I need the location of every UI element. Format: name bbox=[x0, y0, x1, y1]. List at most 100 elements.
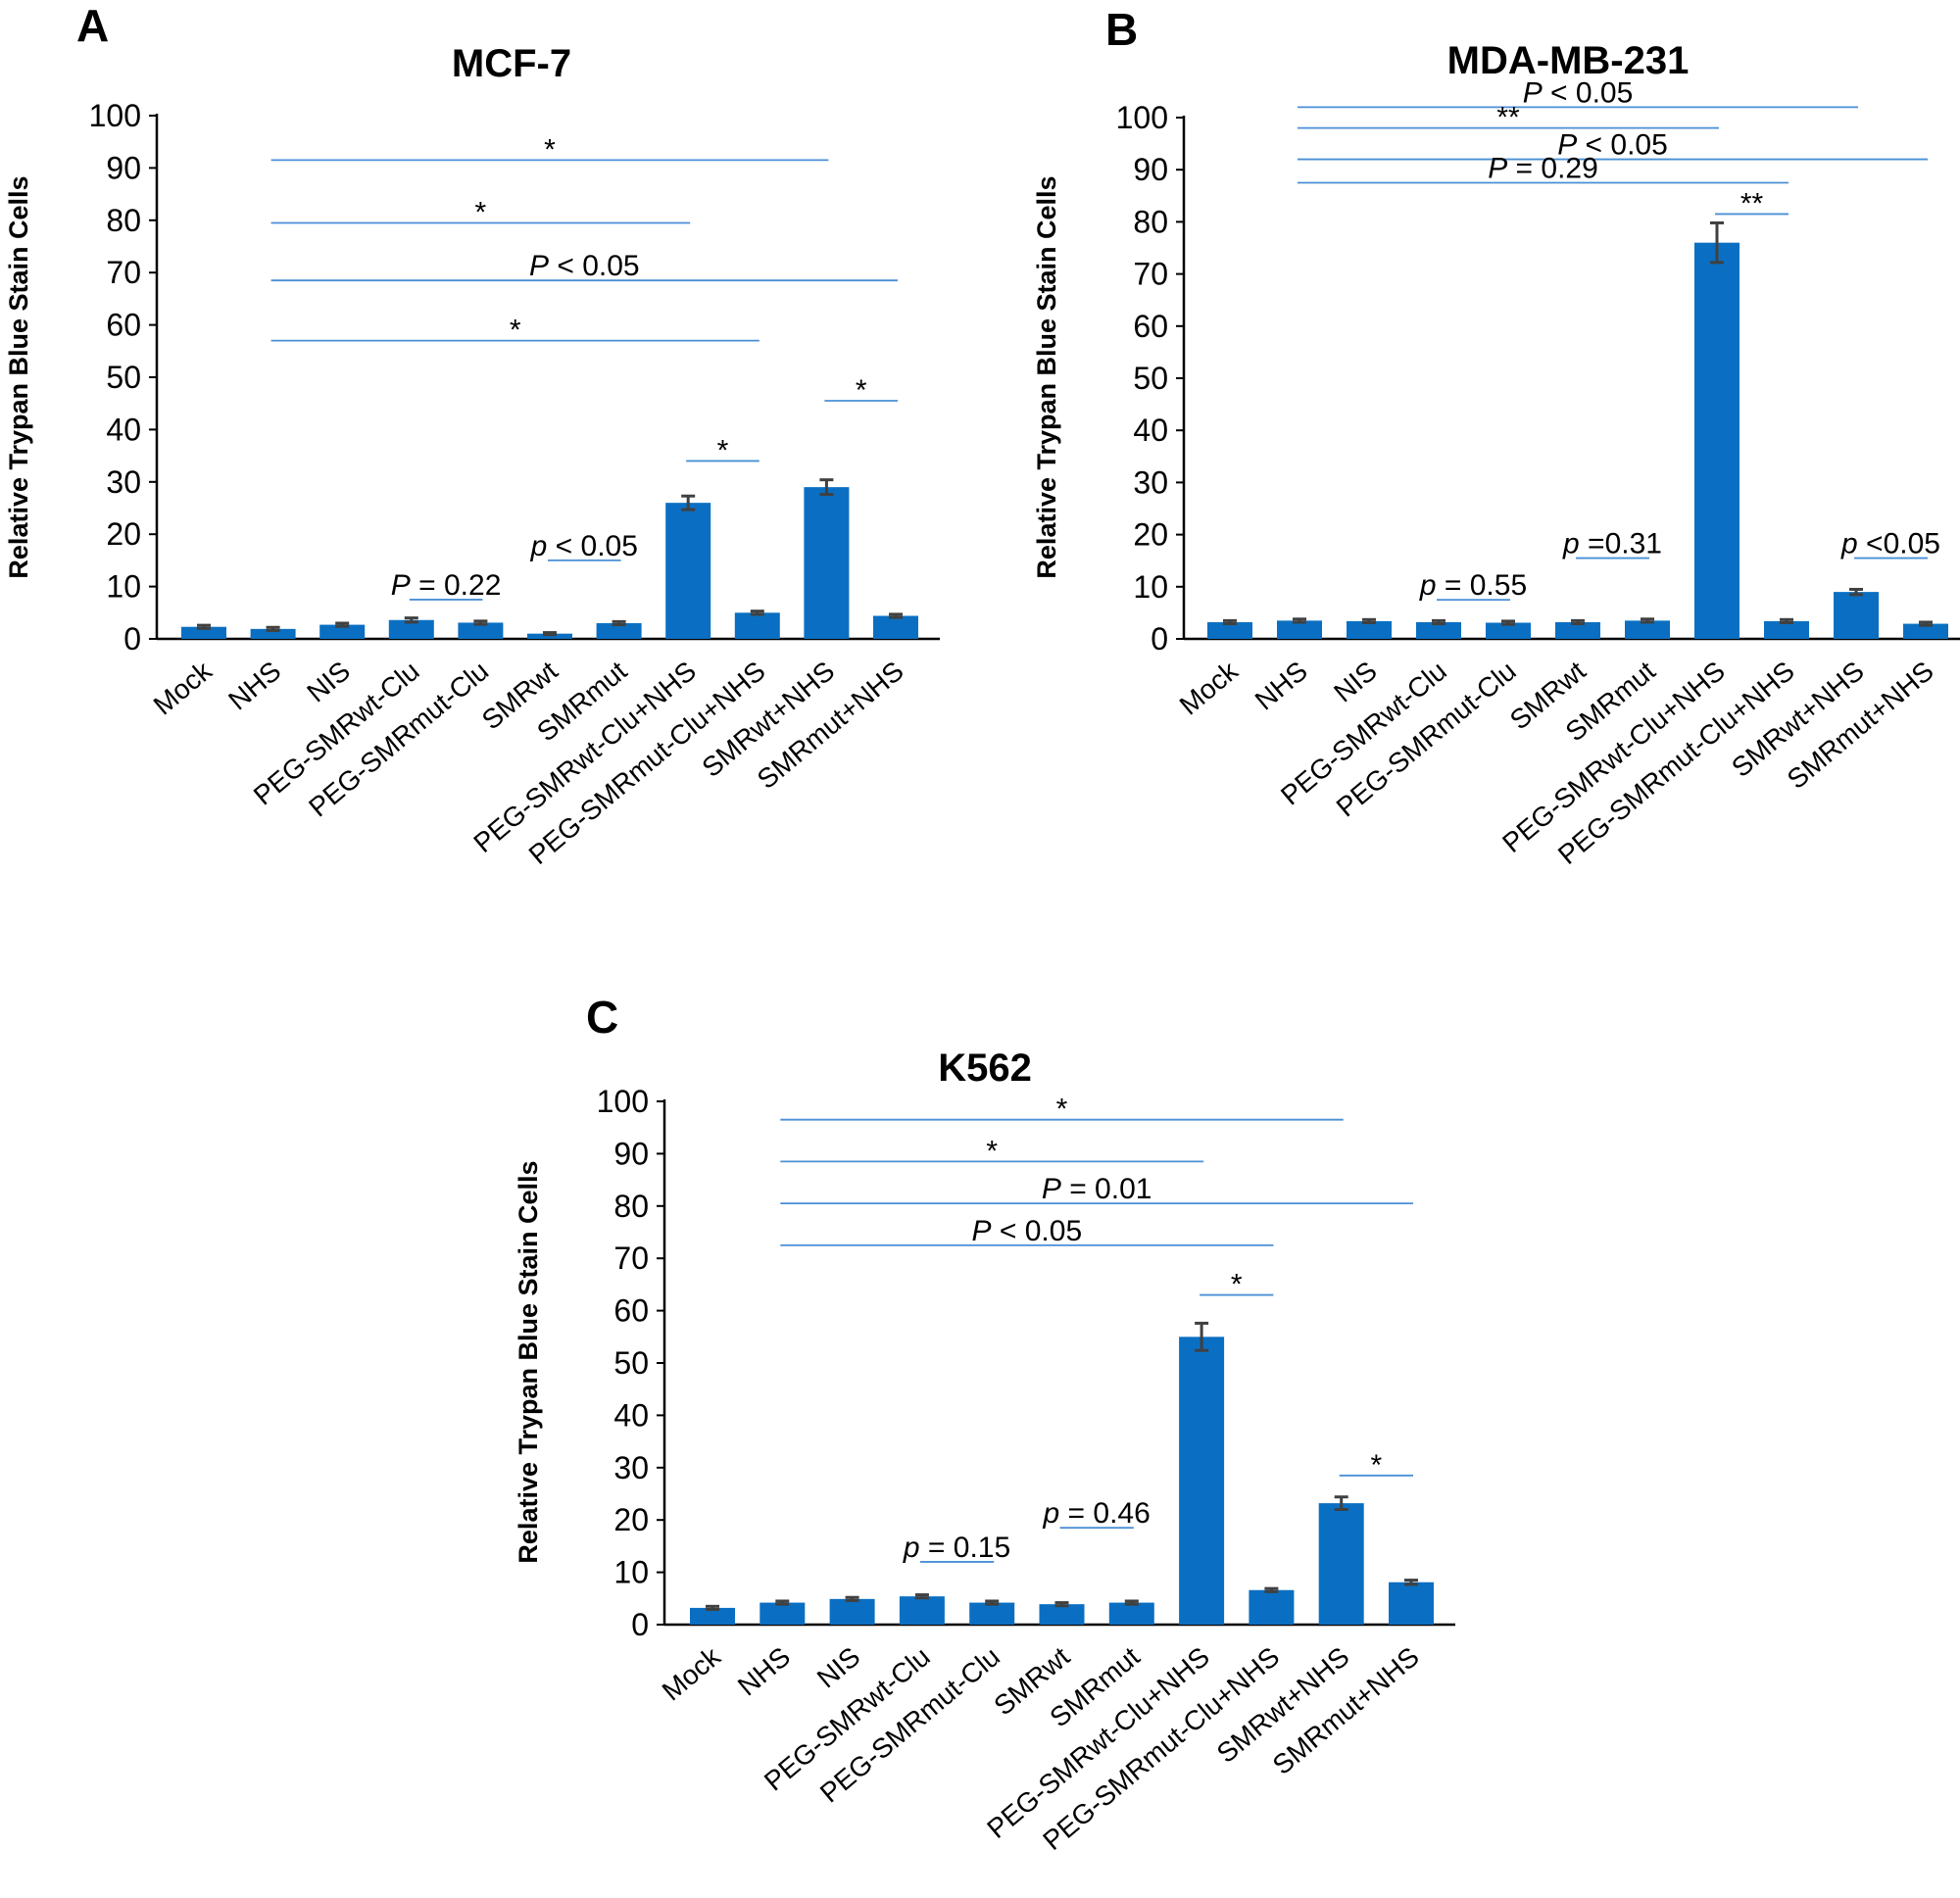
y-tick-label: 0 bbox=[123, 621, 141, 657]
bar-peg-smrmut-clu bbox=[458, 622, 504, 639]
bar-nis bbox=[829, 1598, 875, 1625]
y-tick-label: 40 bbox=[613, 1397, 649, 1433]
bar-peg-smrwt-clu-nhs bbox=[1694, 242, 1740, 639]
y-tick-label: 0 bbox=[631, 1607, 649, 1642]
significance-star: * bbox=[544, 133, 556, 166]
p-value-label: p = 0.55 bbox=[1419, 569, 1527, 602]
y-tick-label: 30 bbox=[613, 1450, 649, 1485]
bar-peg-smrwt-clu-nhs bbox=[1179, 1337, 1225, 1625]
x-tick-label: NHS bbox=[222, 656, 286, 716]
y-tick-label: 30 bbox=[1133, 464, 1168, 500]
p-value-label: P < 0.05 bbox=[1523, 76, 1634, 109]
y-tick-label: 60 bbox=[106, 308, 141, 343]
significance-star: * bbox=[475, 196, 487, 228]
y-tick-label: 90 bbox=[1133, 152, 1168, 187]
significance-star: * bbox=[856, 374, 867, 407]
y-tick-label: 70 bbox=[1133, 257, 1168, 292]
p-value-label: P = 0.22 bbox=[391, 569, 502, 602]
p-value-label: P < 0.05 bbox=[972, 1215, 1083, 1247]
bar-peg-smrwt-clu-nhs bbox=[665, 503, 711, 639]
p-value-label: p =0.31 bbox=[1562, 528, 1662, 560]
y-tick-label: 70 bbox=[613, 1241, 649, 1276]
bar-peg-smrmut-clu-nhs bbox=[734, 612, 780, 639]
bar-smrmut bbox=[596, 622, 642, 639]
p-value-label: p <0.05 bbox=[1840, 528, 1940, 560]
panel-letter: C bbox=[586, 992, 618, 1043]
y-tick-label: 60 bbox=[1133, 309, 1168, 344]
bar-peg-smrwt-clu bbox=[388, 619, 434, 639]
y-tick-label: 0 bbox=[1151, 621, 1168, 657]
y-tick-label: 20 bbox=[106, 516, 141, 552]
significance-star: * bbox=[1056, 1094, 1068, 1126]
bar-smrmut-nhs bbox=[873, 615, 918, 639]
p-value-label: P < 0.05 bbox=[529, 250, 640, 282]
panel-b: B MDA-MB-231 Relative Trypan Blue Stain Ce… bbox=[1032, 4, 1960, 870]
y-tick-label: 40 bbox=[1133, 413, 1168, 448]
p-value-label: P = 0.01 bbox=[1042, 1173, 1152, 1205]
y-tick-label: 100 bbox=[89, 98, 141, 133]
y-tick-label: 20 bbox=[613, 1502, 649, 1537]
panel-c: C K562 Relative Trypan Blue Stain Cells 0 10… bbox=[514, 992, 1455, 1856]
bar-mock bbox=[1207, 621, 1252, 639]
y-tick-label: 100 bbox=[1116, 100, 1168, 135]
x-tick-label: NHS bbox=[1250, 656, 1313, 716]
y-tick-label: 90 bbox=[106, 150, 141, 185]
significance-star: * bbox=[986, 1135, 998, 1167]
x-tick-label: NIS bbox=[1328, 656, 1383, 708]
chart-title: K562 bbox=[938, 1046, 1032, 1090]
y-tick-label: 80 bbox=[613, 1189, 649, 1224]
bar-smrmut-nhs bbox=[1903, 623, 1948, 639]
y-tick-label: 90 bbox=[613, 1136, 649, 1171]
y-axis-label: Relative Trypan Blue Stain Cells bbox=[514, 1160, 543, 1563]
y-tick-label: 50 bbox=[1133, 361, 1168, 396]
bar-nis bbox=[319, 624, 366, 639]
bar-smrwt bbox=[1555, 621, 1600, 639]
p-value-label: P < 0.05 bbox=[1557, 129, 1668, 162]
p-value-label: p = 0.46 bbox=[1043, 1497, 1151, 1530]
bar-smrwt bbox=[1039, 1604, 1085, 1625]
significance-star: ** bbox=[1496, 102, 1520, 134]
p-value-label: p = 0.15 bbox=[903, 1532, 1010, 1564]
x-tick-label: Mock bbox=[657, 1640, 727, 1706]
y-axis-label: Relative Trypan Blue Stain Cells bbox=[4, 175, 33, 578]
significance-star: * bbox=[1371, 1449, 1383, 1482]
y-tick-label: 10 bbox=[1133, 569, 1168, 605]
significance-star: ** bbox=[1740, 187, 1764, 219]
significance-star: * bbox=[717, 434, 729, 466]
x-tick-label: Mock bbox=[148, 655, 219, 720]
bar-smrwt-nhs bbox=[804, 487, 850, 639]
x-tick-label: NIS bbox=[811, 1641, 866, 1694]
y-tick-label: 10 bbox=[106, 569, 141, 605]
y-tick-label: 100 bbox=[597, 1084, 649, 1119]
bar-smrmut-nhs bbox=[1389, 1582, 1434, 1625]
bar-nhs bbox=[1277, 620, 1322, 639]
y-tick-label: 30 bbox=[106, 464, 141, 500]
p-value-label: p < 0.05 bbox=[530, 530, 638, 562]
bar-peg-smrmut-clu bbox=[1486, 622, 1531, 639]
bar-mock bbox=[181, 626, 226, 639]
bar-mock bbox=[690, 1607, 735, 1625]
y-tick-label: 40 bbox=[106, 412, 141, 447]
bar-smrwt-nhs bbox=[1834, 592, 1879, 639]
x-tick-label: Mock bbox=[1174, 655, 1245, 720]
y-axis-label: Relative Trypan Blue Stain Cells bbox=[1032, 175, 1061, 578]
bar-peg-smrmut-clu-nhs bbox=[1764, 620, 1809, 639]
y-tick-label: 50 bbox=[106, 360, 141, 395]
x-tick-label: NHS bbox=[732, 1641, 796, 1702]
bar-peg-smrwt-clu bbox=[1416, 621, 1461, 639]
bar-smrwt bbox=[527, 633, 572, 639]
y-tick-label: 50 bbox=[613, 1345, 649, 1381]
y-tick-label: 10 bbox=[613, 1555, 649, 1590]
bar-smrmut bbox=[1625, 620, 1670, 639]
significance-star: * bbox=[1231, 1269, 1243, 1301]
bar-peg-smrmut-clu-nhs bbox=[1249, 1589, 1295, 1625]
x-tick-label: NIS bbox=[301, 656, 356, 708]
bar-smrmut bbox=[1108, 1602, 1154, 1625]
bar-nhs bbox=[250, 628, 296, 639]
p-value-label: P = 0.29 bbox=[1488, 153, 1598, 185]
y-tick-label: 80 bbox=[1133, 204, 1168, 239]
chart-title: MCF-7 bbox=[452, 42, 571, 85]
y-tick-label: 20 bbox=[1133, 517, 1168, 553]
panel-letter: B bbox=[1105, 4, 1138, 55]
